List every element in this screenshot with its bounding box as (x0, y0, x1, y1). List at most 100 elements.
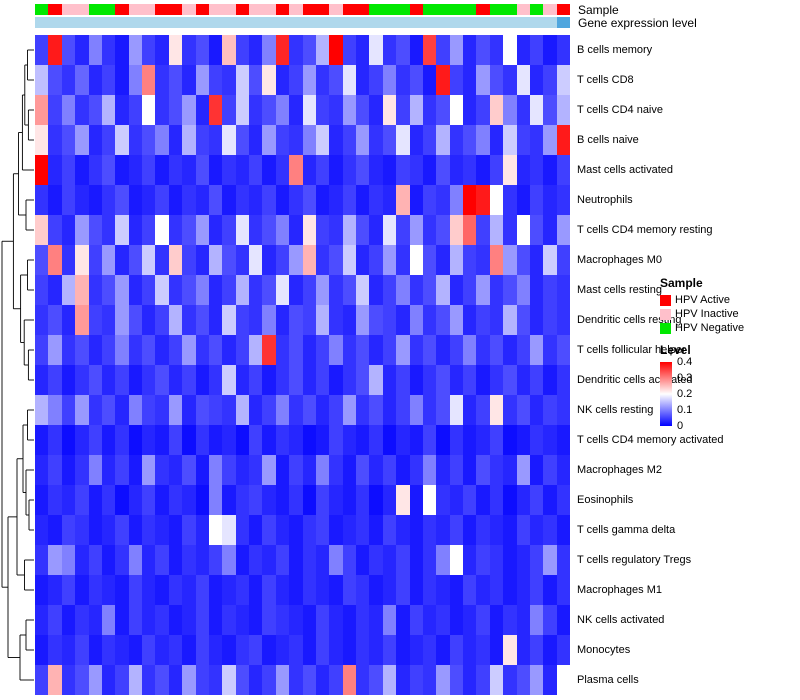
heatmap-cell (35, 35, 49, 65)
heatmap-cell (155, 665, 169, 695)
heatmap-cell (422, 575, 437, 605)
heatmap-cell (75, 365, 89, 395)
heatmap-cell (329, 635, 343, 665)
heatmap-cell (556, 635, 570, 665)
heatmap-cell (35, 215, 49, 245)
sample-annotation-cell (61, 4, 76, 15)
heatmap-cell (235, 335, 249, 365)
heatmap-cell (369, 215, 383, 245)
heatmap-cell (302, 365, 316, 395)
heatmap-cell (195, 125, 209, 155)
heatmap-cell (463, 245, 477, 275)
heatmap-cell (422, 455, 437, 485)
heatmap-cell (115, 275, 129, 305)
heatmap-cell (463, 125, 477, 155)
heatmap-cell (369, 95, 383, 125)
heatmap-cell (35, 365, 49, 395)
heatmap-cell (529, 455, 544, 485)
heatmap-cell (422, 65, 437, 95)
row-label: B cells naive (577, 134, 639, 146)
heatmap-cell (48, 395, 62, 425)
heatmap-cell (275, 65, 290, 95)
heatmap-cell (208, 635, 223, 665)
row-label: Macrophages M1 (577, 584, 662, 596)
heatmap-cell (155, 155, 169, 185)
heatmap-cell (302, 305, 316, 335)
heatmap-cell (356, 155, 370, 185)
heatmap-cell (449, 635, 463, 665)
heatmap-cell (342, 665, 356, 695)
heatmap-cell (208, 425, 223, 455)
heatmap-cell (436, 635, 450, 665)
heatmap-cell (101, 305, 116, 335)
heatmap-cell (222, 635, 236, 665)
heatmap-cell (155, 65, 169, 95)
heatmap-cell (369, 605, 383, 635)
heatmap-cell (342, 605, 356, 635)
heatmap-cell (329, 245, 343, 275)
gene-annotation-cell (61, 17, 76, 28)
heatmap-cell (396, 455, 410, 485)
heatmap-cell (396, 605, 410, 635)
heatmap-cell (356, 215, 370, 245)
heatmap-cell (249, 515, 263, 545)
heatmap-cell (128, 545, 142, 575)
heatmap-cell (195, 575, 209, 605)
heatmap-cell (168, 125, 183, 155)
heatmap-cell (543, 515, 557, 545)
heatmap-cell (142, 545, 156, 575)
heatmap-cell (556, 245, 570, 275)
heatmap-cell (115, 485, 129, 515)
gene-annotation-cell (409, 17, 423, 28)
heatmap-cell (182, 605, 196, 635)
heatmap-cell (436, 485, 450, 515)
heatmap-cell (315, 395, 330, 425)
heatmap-cell (128, 605, 142, 635)
heatmap-cell (128, 155, 142, 185)
heatmap-cell (516, 185, 530, 215)
heatmap-cell (315, 65, 330, 95)
heatmap-cell (315, 515, 330, 545)
heatmap-cell (262, 635, 276, 665)
heatmap-cell (489, 335, 504, 365)
heatmap-cell (115, 635, 129, 665)
heatmap-cell (289, 635, 303, 665)
heatmap-cell (382, 455, 397, 485)
heatmap-cell (142, 155, 156, 185)
heatmap-cell (463, 545, 477, 575)
heatmap-cell (489, 515, 504, 545)
heatmap-cell (262, 275, 276, 305)
level-legend-title: Level (660, 343, 691, 357)
heatmap-cell (75, 485, 89, 515)
heatmap-cell (101, 35, 116, 65)
heatmap-cell (275, 395, 290, 425)
heatmap-cell (262, 65, 276, 95)
heatmap-cell (48, 185, 62, 215)
legend-entry-label: HPV Negative (675, 322, 745, 334)
heatmap-cell (128, 365, 142, 395)
heatmap-cell (356, 665, 370, 695)
heatmap-cell (315, 185, 330, 215)
heatmap-cell (142, 215, 156, 245)
heatmap-cell (222, 125, 236, 155)
heatmap-cell (75, 65, 89, 95)
gene-annotation-cell (329, 17, 343, 28)
heatmap-cell (342, 155, 356, 185)
heatmap-cell (249, 155, 263, 185)
heatmap-cell (75, 425, 89, 455)
heatmap-cell (489, 65, 504, 95)
heatmap-cell (463, 215, 477, 245)
heatmap-cell (463, 665, 477, 695)
heatmap-cell (262, 245, 276, 275)
heatmap-cell (556, 155, 570, 185)
heatmap-cell (356, 65, 370, 95)
sample-annotation-cell (168, 4, 183, 15)
heatmap-cell (463, 35, 477, 65)
heatmap-cell (249, 275, 263, 305)
heatmap-cell (503, 65, 517, 95)
heatmap-cell (529, 665, 544, 695)
gene-annotation-cell (88, 17, 102, 28)
heatmap-cell (476, 215, 490, 245)
heatmap-cell (142, 425, 156, 455)
heatmap-cell (342, 35, 356, 65)
